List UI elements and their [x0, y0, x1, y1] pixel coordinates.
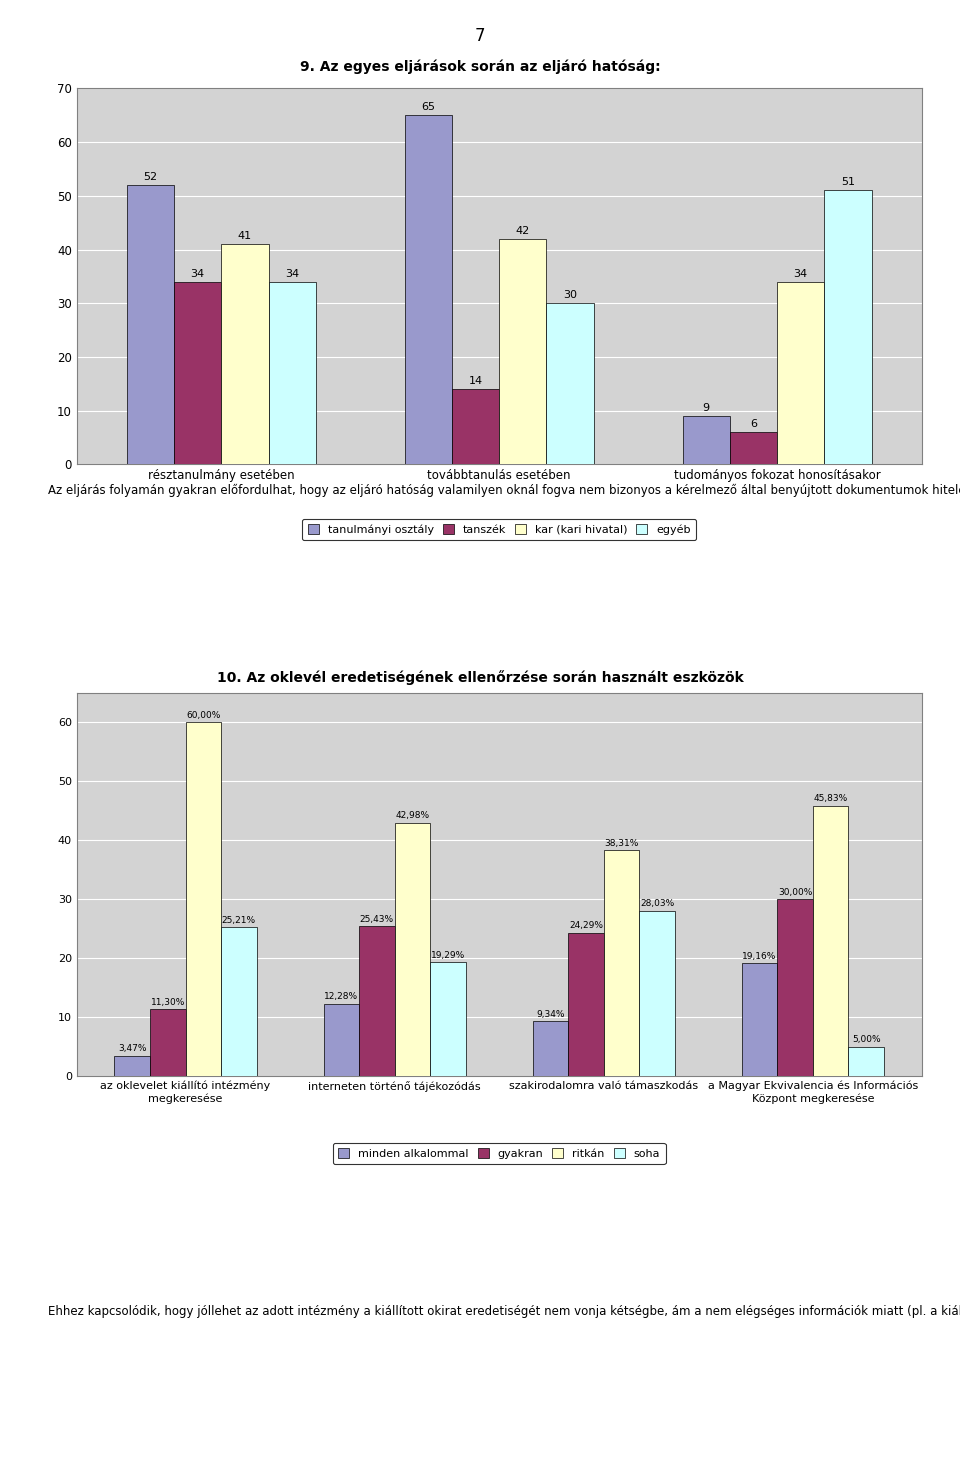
Bar: [813, 806, 849, 1076]
Text: 41: 41: [238, 231, 252, 240]
Bar: [174, 282, 222, 464]
Text: 14: 14: [468, 376, 483, 386]
Text: 7: 7: [475, 27, 485, 44]
Text: 24,29%: 24,29%: [569, 921, 603, 930]
Legend: tanulmányi osztály, tanszék, kar (kari hivatal), egyéb: tanulmányi osztály, tanszék, kar (kari h…: [302, 519, 696, 541]
Legend: minden alkalommal, gyakran, ritkán, soha: minden alkalommal, gyakran, ritkán, soha: [333, 1142, 665, 1164]
Text: 45,83%: 45,83%: [813, 794, 848, 803]
Text: 9. Az egyes eljárások során az eljáró hatóság:: 9. Az egyes eljárások során az eljáró ha…: [300, 59, 660, 74]
Text: 51: 51: [841, 177, 855, 187]
Bar: [778, 899, 813, 1076]
Bar: [452, 389, 499, 464]
Text: 30: 30: [564, 290, 577, 301]
Bar: [730, 432, 777, 464]
Bar: [499, 239, 546, 464]
Text: 6: 6: [750, 419, 757, 429]
Bar: [324, 1004, 359, 1076]
Bar: [185, 722, 221, 1076]
Text: 65: 65: [421, 102, 435, 112]
Bar: [221, 927, 256, 1076]
Bar: [395, 822, 430, 1076]
Text: 5,00%: 5,00%: [852, 1035, 880, 1044]
Text: 19,16%: 19,16%: [742, 952, 777, 961]
Bar: [114, 1055, 150, 1076]
Bar: [222, 245, 269, 464]
Text: 3,47%: 3,47%: [118, 1044, 147, 1054]
Bar: [405, 115, 452, 464]
Bar: [533, 1021, 568, 1076]
Text: 42: 42: [516, 226, 530, 236]
Bar: [604, 850, 639, 1076]
Bar: [825, 190, 872, 464]
Bar: [359, 926, 395, 1076]
Bar: [546, 304, 593, 464]
Text: Ehhez kapcsolódik, hogy jóllehet az adott intézmény a kiállított okirat eredetis: Ehhez kapcsolódik, hogy jóllehet az adot…: [48, 1304, 960, 1318]
Bar: [639, 911, 675, 1076]
Text: 30,00%: 30,00%: [778, 887, 812, 896]
Text: 52: 52: [143, 172, 157, 181]
Text: 11,30%: 11,30%: [151, 998, 185, 1007]
Bar: [127, 186, 174, 464]
Text: 34: 34: [794, 268, 807, 279]
Bar: [430, 963, 466, 1076]
Bar: [849, 1047, 884, 1076]
Text: 28,03%: 28,03%: [640, 899, 674, 908]
Text: 38,31%: 38,31%: [605, 839, 638, 848]
Text: 9,34%: 9,34%: [537, 1010, 564, 1019]
Text: Az eljárás folyamán gyakran előfordulhat, hogy az eljáró hatóság valamilyen okná: Az eljárás folyamán gyakran előfordulhat…: [48, 483, 960, 497]
Bar: [777, 282, 825, 464]
Text: 34: 34: [285, 268, 300, 279]
Text: 42,98%: 42,98%: [396, 811, 429, 820]
Bar: [568, 933, 604, 1076]
Text: 9: 9: [703, 402, 709, 413]
Bar: [683, 416, 730, 464]
Text: 10. Az oklevél eredetiségének ellenőrzése során használt eszközök: 10. Az oklevél eredetiségének ellenőrzés…: [217, 671, 743, 685]
Text: 25,43%: 25,43%: [360, 915, 394, 924]
Text: 60,00%: 60,00%: [186, 710, 221, 719]
Bar: [269, 282, 316, 464]
Text: 12,28%: 12,28%: [324, 992, 358, 1001]
Text: 25,21%: 25,21%: [222, 915, 256, 926]
Bar: [150, 1010, 185, 1076]
Text: 19,29%: 19,29%: [431, 951, 465, 960]
Bar: [742, 963, 778, 1076]
Text: 34: 34: [191, 268, 204, 279]
